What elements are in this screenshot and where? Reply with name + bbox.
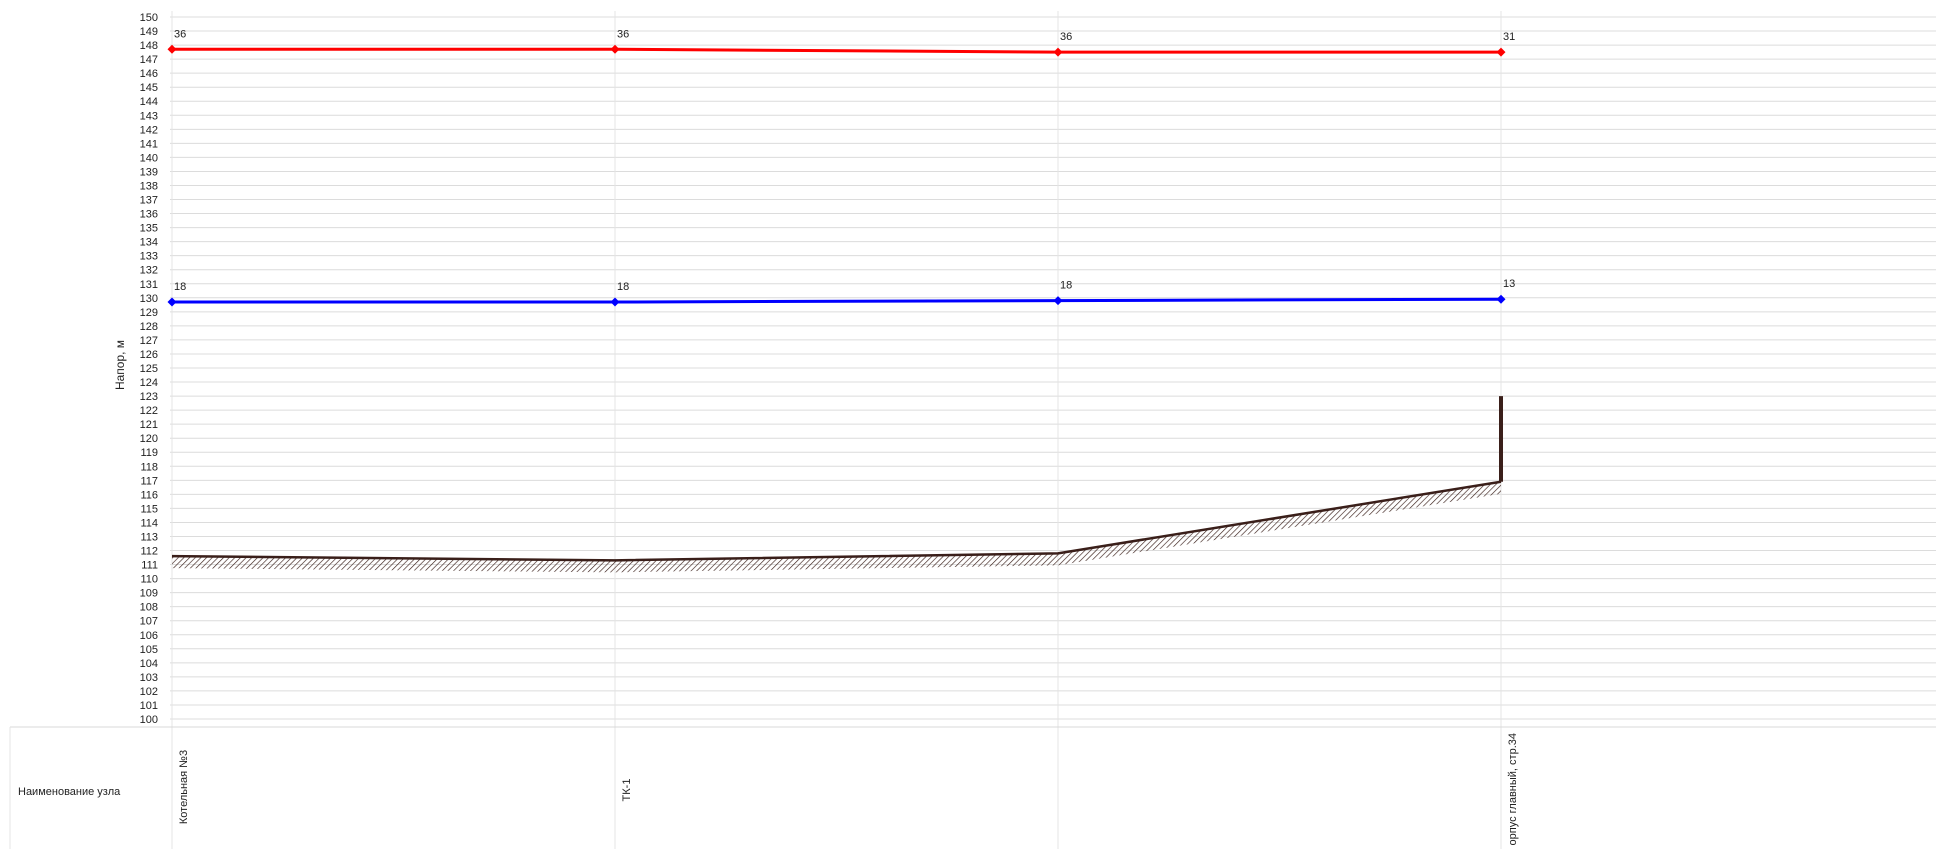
y-tick-label: 130 — [140, 293, 158, 305]
supply-point — [167, 44, 177, 54]
return-point — [610, 297, 620, 307]
y-tick-label: 106 — [140, 630, 158, 642]
y-tick-label: 144 — [140, 96, 158, 108]
supply-data-label: 36 — [617, 28, 629, 40]
y-tick-label: 102 — [140, 686, 158, 698]
y-tick-label: 136 — [140, 209, 158, 221]
y-tick-label: 121 — [140, 419, 158, 431]
y-tick-label: 120 — [140, 433, 158, 445]
return-data-label: 18 — [617, 281, 629, 293]
y-tick-label: 108 — [140, 602, 158, 614]
y-tick-label: 132 — [140, 265, 158, 277]
return-point — [1496, 294, 1506, 304]
y-tick-label: 145 — [140, 82, 158, 94]
y-tick-label: 114 — [140, 517, 158, 529]
y-tick-label: 105 — [140, 644, 158, 656]
y-tick-label: 143 — [140, 110, 158, 122]
y-tick-label: 129 — [140, 307, 158, 319]
node-name-label: Котельная №3 — [178, 750, 190, 824]
supply-line — [172, 47, 1501, 54]
y-tick-label: 147 — [140, 54, 158, 66]
y-tick-label: 104 — [140, 658, 158, 670]
y-tick-label: 138 — [140, 180, 158, 192]
grid — [9, 11, 1936, 849]
y-tick-label: 128 — [140, 321, 158, 333]
y-tick-label: 139 — [140, 166, 158, 178]
y-tick-label: 127 — [140, 335, 158, 347]
y-tick-label: 122 — [140, 405, 158, 417]
supply-point — [1496, 47, 1506, 57]
y-tick-label: 133 — [140, 251, 158, 263]
y-tick-label: 107 — [140, 616, 158, 628]
y-tick-label: 100 — [140, 714, 158, 726]
node-name-label: ТК-1 — [621, 779, 633, 802]
y-tick-label: 101 — [140, 700, 158, 712]
y-tick-label: 135 — [140, 223, 158, 235]
supply-data-label: 36 — [174, 28, 186, 40]
supply-point — [610, 44, 620, 54]
y-tick-label: 134 — [140, 237, 158, 249]
y-tick-label: 131 — [140, 279, 158, 291]
y-tick-label: 141 — [140, 138, 158, 150]
supply-data-label: 36 — [1060, 31, 1072, 43]
return-data-label: 18 — [1060, 280, 1072, 292]
y-axis-label: Напор, м — [113, 340, 127, 390]
y-axis-ticks: 100 101 102 103 104 105 106 107 108 109 110 111 112 1… — [140, 12, 158, 726]
y-tick-label: 126 — [140, 349, 158, 361]
node-table: Наименование узла Котельная №3 ТК-1 орпус … — [18, 733, 1519, 845]
return-point — [167, 297, 177, 307]
return-data-label: 18 — [174, 281, 186, 293]
y-tick-label: 113 — [140, 531, 158, 543]
ground-line — [171, 480, 1502, 562]
y-tick-label: 137 — [140, 195, 158, 207]
y-tick-label: 110 — [140, 574, 158, 586]
y-tick-label: 109 — [140, 588, 158, 600]
supply-data-label: 31 — [1503, 31, 1515, 43]
y-tick-label: 115 — [140, 503, 158, 515]
return-line — [172, 297, 1502, 304]
y-tick-label: 112 — [140, 546, 158, 558]
row-label-node-name: Наименование узла — [18, 786, 121, 798]
supply-point — [1053, 47, 1063, 57]
y-tick-label: 111 — [141, 560, 158, 572]
y-tick-label: 149 — [140, 26, 158, 38]
node-name-label: орпус главный, стр.34 — [1507, 733, 1519, 845]
y-tick-label: 140 — [140, 152, 158, 164]
y-tick-label: 124 — [140, 377, 158, 389]
y-tick-label: 118 — [140, 461, 158, 473]
y-tick-label: 142 — [140, 124, 158, 136]
ground-hatch — [172, 481, 1501, 573]
y-tick-label: 119 — [140, 447, 158, 459]
return-point — [1053, 296, 1063, 306]
ground-profile — [171, 396, 1503, 573]
y-tick-label: 150 — [140, 12, 158, 24]
y-tick-label: 148 — [140, 40, 158, 52]
y-tick-label: 146 — [140, 68, 158, 80]
y-tick-label: 103 — [140, 672, 158, 684]
y-tick-label: 123 — [140, 391, 158, 403]
y-tick-label: 117 — [140, 475, 158, 487]
series: 36 36 36 31 18 18 18 13 — [167, 28, 1515, 307]
y-tick-label: 116 — [140, 489, 158, 501]
return-data-label: 13 — [1503, 278, 1515, 290]
y-tick-label: 125 — [140, 363, 158, 375]
